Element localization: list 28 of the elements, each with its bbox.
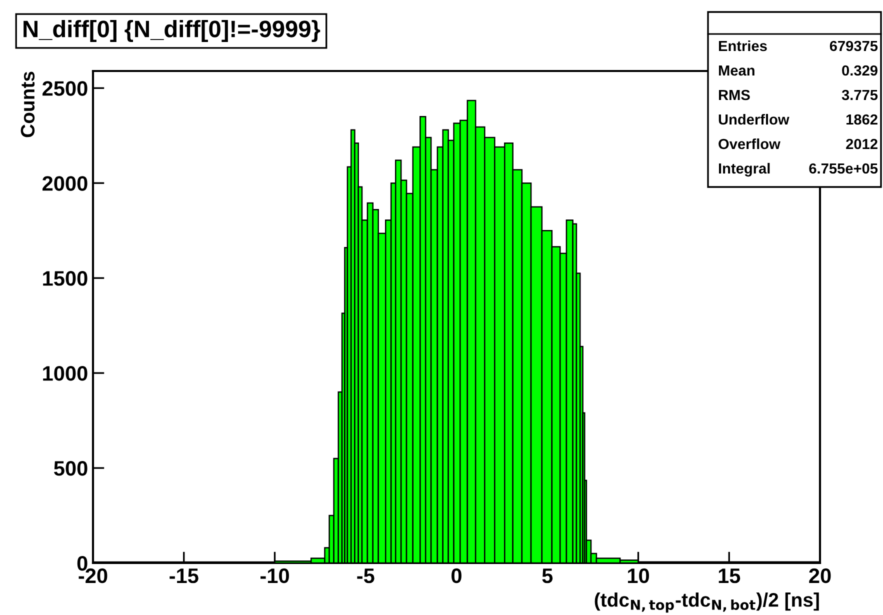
annotation: RMS bbox=[718, 90, 750, 100]
y-tick-label: 1000 bbox=[43, 366, 88, 381]
y-tick-label: 500 bbox=[54, 461, 88, 476]
y-tick-label: 2000 bbox=[42, 176, 88, 191]
x-tick-label: -10 bbox=[260, 568, 289, 584]
y-tick-label: 2500 bbox=[42, 81, 88, 96]
annotation: Underflow bbox=[718, 114, 790, 125]
chart-title: N_diff[0] {N_diff[0]!=-9999} bbox=[24, 20, 320, 42]
x-tick-label: -5 bbox=[357, 568, 374, 584]
x-tick-label: 10 bbox=[628, 568, 649, 584]
x-axis-title: (tdc$_{N,top}$-tdc$_{N,bot}$)/2 [ns] bbox=[594, 592, 819, 613]
text: 2012 bbox=[846, 138, 878, 150]
annotation: 6.755e+05 bbox=[809, 163, 878, 174]
x-tick-label: 15 bbox=[718, 568, 740, 584]
text: 1862 bbox=[846, 114, 878, 125]
text: 679375 bbox=[830, 40, 878, 52]
x-tick-label: 20 bbox=[809, 568, 831, 584]
x-tick-label: 5 bbox=[542, 568, 553, 584]
annotation: Overflow bbox=[718, 138, 780, 150]
text: 3.775 bbox=[842, 90, 878, 100]
text: Entries bbox=[718, 40, 767, 52]
annotation: Integral bbox=[718, 162, 770, 177]
y-tick-label: 1500 bbox=[43, 271, 88, 286]
annotation: Mean bbox=[718, 65, 754, 76]
y-axis-title: Counts bbox=[20, 72, 35, 138]
x-tick-label: 0 bbox=[452, 568, 462, 584]
text: 0.329 bbox=[842, 65, 878, 76]
x-tick-label: -15 bbox=[170, 568, 198, 584]
